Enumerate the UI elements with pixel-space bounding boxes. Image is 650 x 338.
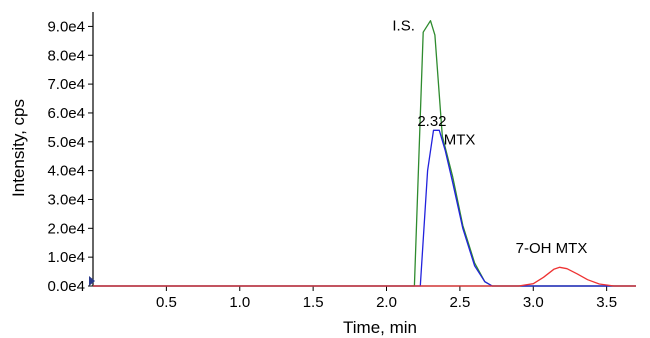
- series-line-1: [93, 129, 636, 287]
- x-tick-label: 1.5: [303, 294, 324, 311]
- x-tick-label: 3.0: [523, 294, 544, 311]
- x-tick-label: 2.5: [449, 294, 470, 311]
- y-tick-label: 3.0e4: [47, 191, 85, 208]
- x-tick-label: 0.5: [156, 294, 177, 311]
- y-tick-label: 7.0e4: [47, 76, 85, 93]
- peak-annotation: I.S.: [392, 18, 415, 35]
- peak-annotation: MTX: [444, 132, 476, 149]
- plot-area: 0.0e4 1.0e4 2.0e4 3.0e4 4.0e4 5.0e4 6.0e4 7.0e4…: [47, 12, 636, 311]
- y-tick-label: 5.0e4: [47, 134, 85, 151]
- y-tick-label: 0.0e4: [47, 278, 85, 295]
- y-tick-label: 1.0e4: [47, 249, 85, 266]
- origin-marker-icon: [89, 276, 95, 286]
- y-tick-label: 8.0e4: [47, 47, 85, 64]
- y-tick-label: 2.0e4: [47, 220, 85, 237]
- x-tick-label: 1.0: [229, 294, 250, 311]
- series-line-2: [93, 266, 636, 287]
- y-tick-label: 9.0e4: [47, 18, 85, 35]
- y-tick-label: 4.0e4: [47, 163, 85, 180]
- x-axis-title: Time, min: [343, 318, 417, 337]
- y-tick-label: 6.0e4: [47, 105, 85, 122]
- x-tick-label: 3.5: [596, 294, 617, 311]
- y-axis-title: Intensity, cps: [9, 99, 28, 197]
- x-tick-label: 2.0: [376, 294, 397, 311]
- peak-annotation: 2.32: [417, 113, 446, 130]
- peak-annotation: 7-OH MTX: [516, 240, 588, 257]
